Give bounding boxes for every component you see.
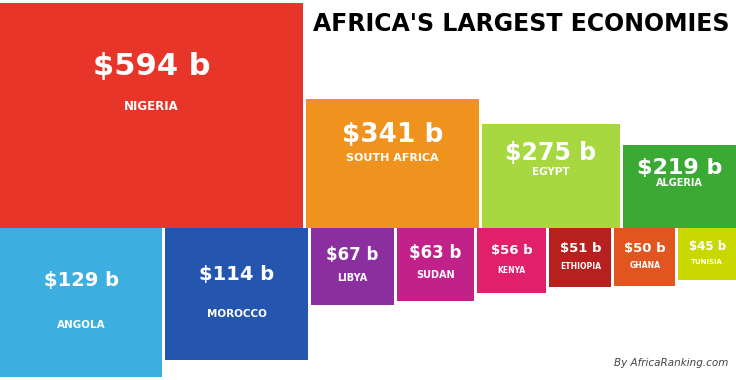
Text: TUNISIA: TUNISIA	[691, 259, 723, 265]
Bar	[0, 228, 162, 377]
Bar	[615, 228, 676, 286]
Text: LIBYA: LIBYA	[337, 273, 367, 283]
Text: $63 b: $63 b	[409, 244, 461, 263]
Text: $67 b: $67 b	[326, 246, 378, 264]
Text: $50 b: $50 b	[624, 242, 666, 255]
Text: ALGERIA: ALGERIA	[657, 178, 703, 188]
Text: SOUTH AFRICA: SOUTH AFRICA	[346, 153, 439, 163]
Text: EGYPT: EGYPT	[532, 167, 570, 177]
Text: $51 b: $51 b	[559, 242, 601, 255]
Text: NIGERIA: NIGERIA	[124, 100, 179, 113]
Text: By AfricaRanking.com: By AfricaRanking.com	[614, 358, 728, 368]
Text: $129 b: $129 b	[43, 271, 118, 290]
Text: GHANA: GHANA	[629, 261, 660, 270]
Bar	[481, 124, 620, 228]
Bar	[311, 228, 394, 306]
Text: KENYA: KENYA	[498, 266, 526, 274]
Bar	[623, 145, 736, 228]
Text: $56 b: $56 b	[491, 244, 533, 257]
Bar	[679, 228, 736, 280]
Text: MOROCCO: MOROCCO	[207, 309, 266, 318]
Bar	[478, 228, 546, 293]
Text: AFRICA'S LARGEST ECONOMIES: AFRICA'S LARGEST ECONOMIES	[313, 12, 729, 36]
Bar	[165, 228, 308, 360]
Text: $45 b: $45 b	[689, 240, 726, 253]
Text: $219 b: $219 b	[637, 158, 722, 178]
Text: $275 b: $275 b	[506, 141, 596, 165]
Bar	[397, 228, 475, 301]
Text: ETHIOPIA: ETHIOPIA	[560, 262, 601, 271]
Bar	[549, 228, 612, 287]
Text: $594 b: $594 b	[93, 52, 210, 81]
Text: ANGOLA: ANGOLA	[57, 320, 105, 330]
Text: $114 b: $114 b	[199, 264, 274, 283]
Bar	[306, 99, 478, 228]
Bar	[0, 3, 303, 228]
Text: SUDAN: SUDAN	[417, 270, 455, 280]
Text: $341 b: $341 b	[342, 122, 443, 148]
